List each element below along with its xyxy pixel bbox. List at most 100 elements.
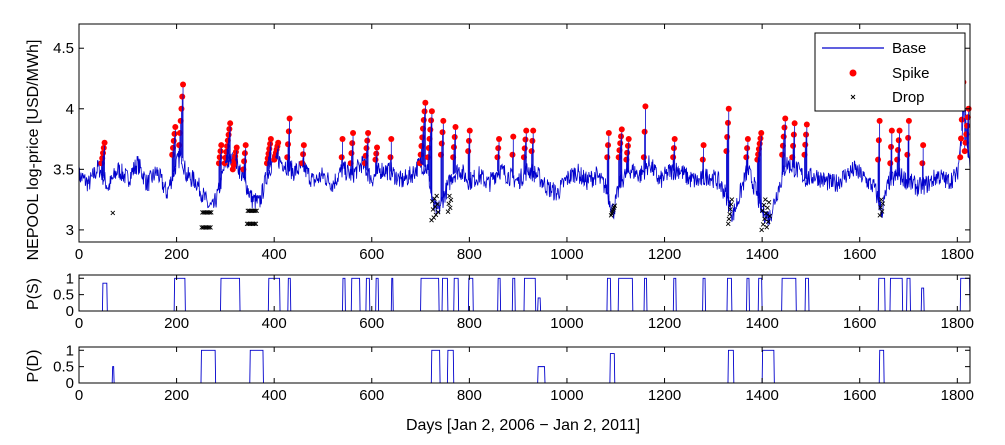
spike-point <box>523 127 530 134</box>
spike-point <box>495 145 502 152</box>
spike-point <box>179 93 186 100</box>
spike-point <box>339 136 346 143</box>
drop-point <box>759 227 764 233</box>
x-tick-label: 1800 <box>941 246 974 263</box>
spike-point <box>803 131 810 138</box>
spike-point <box>888 127 895 134</box>
drop-mark <box>448 197 454 203</box>
drop-mark <box>434 193 439 199</box>
spike-point <box>624 149 631 156</box>
spike-point <box>365 130 372 136</box>
spike-point <box>267 140 274 147</box>
drop-point <box>447 193 452 199</box>
spike-point <box>226 126 233 133</box>
spike-point <box>920 142 927 149</box>
spike-point <box>300 142 307 149</box>
drop-mark <box>878 205 883 210</box>
drop-point <box>728 206 733 212</box>
drop-point <box>765 219 771 224</box>
drop-mark <box>447 193 452 199</box>
spike-point <box>758 130 765 136</box>
spike-point <box>241 150 248 157</box>
spike-point <box>791 120 798 127</box>
drop-point <box>767 213 773 219</box>
spike-point <box>373 150 380 157</box>
y-tick-label: 0 <box>66 375 74 392</box>
spike-point <box>363 145 370 152</box>
spike-point <box>670 145 677 152</box>
spike-point <box>348 150 355 157</box>
spike-point <box>450 144 457 151</box>
spike-point <box>700 142 707 149</box>
spike-point <box>725 105 732 112</box>
spike-point <box>285 128 292 135</box>
spike-point <box>171 130 178 137</box>
spike-point <box>100 149 107 156</box>
spike-point <box>180 81 187 88</box>
drop-mark <box>762 216 767 222</box>
drop-point <box>878 205 883 210</box>
spike-point <box>756 140 763 147</box>
spike-point <box>440 117 447 124</box>
x-tick-label: 800 <box>457 387 482 404</box>
x-tick-label: 0 <box>75 246 83 263</box>
drop-point <box>435 201 440 207</box>
drop-point <box>728 202 734 207</box>
drop-point <box>448 197 454 203</box>
spike-point <box>428 117 435 124</box>
drop-mark <box>767 213 773 219</box>
x-tick-label: 1200 <box>648 246 681 263</box>
drop-point <box>878 197 884 202</box>
drop-mark <box>253 221 259 227</box>
spike-point <box>529 137 536 144</box>
spike-point <box>604 154 611 161</box>
spike-point <box>780 133 787 140</box>
drop-mark <box>208 225 213 230</box>
drop-mark <box>765 219 771 224</box>
spike-point <box>744 136 751 143</box>
spike-point <box>802 141 809 148</box>
x-tick-label: 1600 <box>843 315 876 332</box>
x-tick-label: 600 <box>359 315 384 332</box>
drop-point <box>253 221 259 227</box>
drop-mark <box>765 205 770 211</box>
x-tick-label: 1000 <box>550 315 583 332</box>
drop-mark <box>727 211 733 217</box>
drop-point <box>763 211 769 216</box>
spike-point <box>100 144 107 151</box>
drop-mark <box>252 208 258 214</box>
spike-point <box>905 134 912 141</box>
spike-point <box>957 154 964 161</box>
spike-point <box>919 160 926 167</box>
spike-point <box>904 151 911 158</box>
plot-frame <box>78 274 971 312</box>
drop-mark <box>110 210 116 216</box>
spike-point <box>216 154 223 161</box>
spike-point <box>744 145 751 152</box>
drop-point <box>766 200 772 205</box>
spike-point <box>876 117 883 124</box>
spike-probability-panel: 0 200 400 600 800 1000 1200 1400 1600 1800 00.51 <box>53 270 974 332</box>
spike-point <box>743 154 750 161</box>
spike-point <box>964 122 971 129</box>
x-tick-label: 400 <box>262 315 287 332</box>
drop-mark <box>206 225 212 230</box>
spike-point <box>875 137 882 144</box>
spike-point <box>420 117 427 124</box>
spike-probability-line <box>79 277 971 312</box>
drop-point <box>727 211 733 217</box>
drop-point <box>877 213 883 218</box>
spike-point <box>285 141 292 148</box>
x-tick-label: 400 <box>262 246 287 263</box>
spike-point <box>617 140 624 147</box>
spike-point <box>905 117 912 124</box>
x-tick-label: 800 <box>457 315 482 332</box>
drop-mark <box>760 222 766 227</box>
spike-point <box>522 136 529 143</box>
spike-point <box>388 136 395 143</box>
drop-mark <box>880 201 886 206</box>
spike-point <box>887 160 894 167</box>
drop-point <box>760 222 766 227</box>
spike-point <box>350 130 357 136</box>
